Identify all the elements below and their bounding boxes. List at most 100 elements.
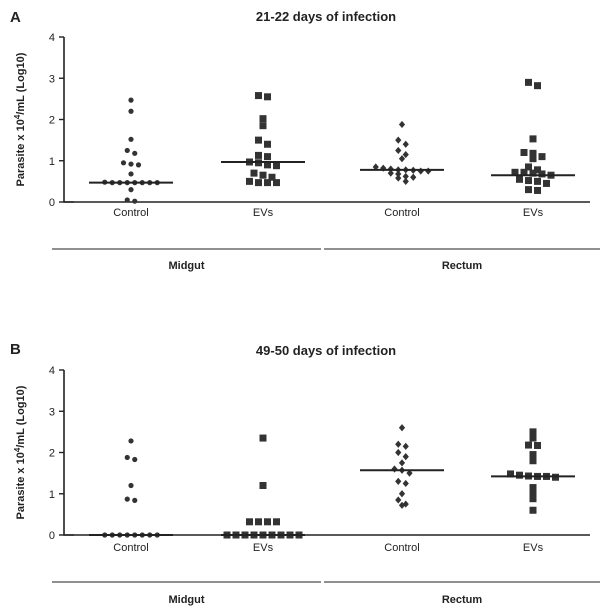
x-category-label: Control: [384, 207, 419, 219]
data-point: [273, 179, 280, 187]
data-point: [246, 177, 253, 185]
data-point: [398, 155, 406, 163]
data-point: [255, 136, 262, 144]
group-label: Rectum: [442, 594, 483, 606]
data-point: [520, 168, 528, 176]
chart-title: 49-50 days of infection: [256, 343, 396, 358]
data-point: [402, 150, 409, 159]
data-point: [132, 198, 138, 204]
x-category-label: Control: [113, 542, 148, 554]
data-point: [128, 482, 134, 489]
data-point: [264, 140, 271, 148]
data-point: [534, 177, 541, 185]
data-point: [264, 153, 271, 161]
data-point: [398, 501, 406, 509]
data-point: [525, 186, 532, 194]
y-tick-label: 0: [49, 197, 55, 209]
data-point: [395, 170, 402, 178]
data-point: [507, 470, 514, 478]
data-point: [387, 169, 394, 177]
data-point: [402, 479, 409, 488]
group-label: Rectum: [442, 260, 483, 272]
data-point: [395, 440, 402, 448]
data-point: [534, 166, 541, 174]
data-point: [534, 186, 541, 194]
y-axis: [63, 370, 74, 536]
x-category-label: EVs: [253, 207, 274, 219]
data-point: [398, 490, 406, 498]
data-point: [264, 518, 271, 526]
data-point: [529, 484, 537, 492]
data-point: [124, 147, 130, 154]
data-point: [255, 92, 262, 100]
data-point: [128, 161, 134, 167]
y-tick-label: 4: [49, 32, 55, 44]
data-point: [417, 167, 424, 175]
data-point: [398, 120, 406, 129]
data-point: [529, 495, 537, 503]
y-tick-label: 1: [49, 489, 55, 501]
data-point: [135, 162, 142, 168]
data-point: [529, 434, 537, 442]
data-point: [128, 97, 134, 103]
y-tick-label: 3: [49, 73, 55, 85]
data-point: [525, 441, 532, 449]
chart-title: 21-22 days of infection: [256, 9, 396, 24]
data-point: [538, 170, 546, 178]
data-point: [124, 197, 130, 203]
data-point: [529, 451, 537, 459]
y-tick-label: 2: [49, 115, 55, 127]
data-point: [128, 136, 134, 142]
panel-letter: B: [10, 341, 21, 358]
y-axis-label: Parasite x 104/mL (Log10): [13, 52, 27, 186]
data-point: [529, 135, 537, 143]
data-point: [525, 177, 532, 185]
data-point: [395, 136, 402, 144]
data-point: [520, 149, 528, 156]
data-point: [529, 169, 537, 177]
y-tick-label: 1: [49, 156, 55, 168]
data-point: [395, 477, 402, 485]
data-point: [543, 179, 550, 187]
data-point: [124, 496, 130, 502]
data-point: [398, 424, 406, 432]
data-point: [391, 465, 398, 473]
panel-b: B 49-50 days of infection Parasite x 104/m…: [10, 341, 600, 606]
data-point: [372, 163, 379, 171]
data-point: [264, 93, 271, 101]
data-point: [273, 518, 280, 526]
data-point: [120, 160, 127, 166]
data-point: [259, 434, 267, 442]
data-point: [395, 448, 402, 457]
data-point: [124, 454, 130, 461]
data-point: [511, 168, 519, 176]
data-point: [402, 453, 409, 461]
data-point: [406, 469, 413, 477]
data-point: [425, 167, 432, 175]
data-point: [529, 457, 537, 465]
data-point: [402, 442, 409, 450]
data-point: [128, 438, 134, 444]
data-point: [534, 82, 541, 90]
data-point: [398, 459, 406, 467]
group-label: Midgut: [168, 260, 204, 272]
data-point: [529, 149, 537, 157]
data-point: [132, 150, 138, 156]
data-point: [132, 497, 138, 503]
data-point: [264, 179, 271, 187]
data-point: [529, 490, 537, 498]
data-point: [538, 153, 546, 161]
y-tick-label: 4: [49, 365, 55, 377]
data-point: [395, 496, 402, 504]
data-point: [259, 482, 267, 489]
data-point: [246, 518, 253, 526]
panel-a: A 21-22 days of infection Parasite x 104/m…: [10, 9, 600, 272]
data-point: [529, 155, 537, 163]
data-point: [268, 173, 276, 181]
data-point: [516, 175, 523, 183]
data-point: [128, 108, 134, 114]
x-category-label: EVs: [523, 207, 544, 219]
data-point: [255, 179, 262, 187]
data-point: [529, 428, 537, 436]
data-point: [516, 471, 523, 479]
